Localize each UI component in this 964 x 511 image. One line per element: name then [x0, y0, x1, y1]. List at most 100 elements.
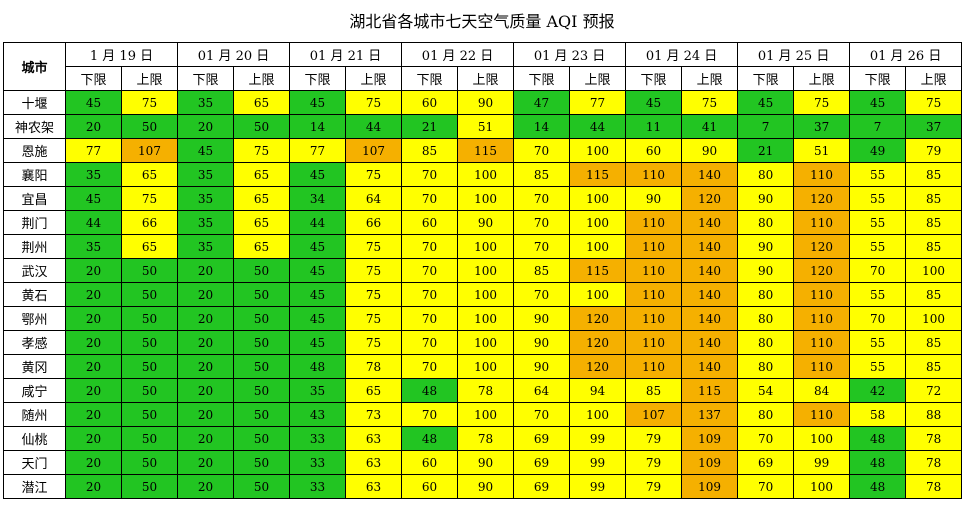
- aqi-upper-cell: 140: [681, 306, 739, 331]
- aqi-upper-cell: 78: [345, 354, 403, 379]
- aqi-lower-cell: 45: [289, 162, 347, 187]
- aqi-upper-cell: 66: [121, 210, 178, 235]
- aqi-lower-cell: 90: [513, 354, 571, 379]
- table-row: 随州 20 50 20 50 43 73 70 100 70 100 107 137 80 110 58 88: [3, 402, 963, 427]
- aqi-upper-cell: 99: [793, 450, 851, 475]
- aqi-upper-cell: 140: [681, 258, 739, 283]
- aqi-lower-cell: 110: [625, 354, 683, 379]
- aqi-lower-cell: 77: [65, 138, 122, 163]
- aqi-lower-cell: 45: [289, 306, 347, 331]
- aqi-lower-cell: 45: [65, 90, 122, 115]
- aqi-lower-cell: 70: [849, 258, 907, 283]
- aqi-lower-cell: 70: [513, 282, 571, 307]
- aqi-lower-cell: 34: [289, 186, 347, 211]
- aqi-lower-cell: 70: [513, 402, 571, 427]
- aqi-upper-cell: 90: [457, 90, 515, 115]
- aqi-upper-cell: 75: [793, 90, 851, 115]
- aqi-upper-cell: 90: [457, 474, 515, 499]
- aqi-lower-cell: 21: [401, 114, 459, 139]
- aqi-lower-cell: 80: [737, 210, 795, 235]
- lower-header: 下限: [513, 66, 571, 91]
- aqi-lower-cell: 48: [849, 474, 907, 499]
- aqi-upper-cell: 50: [232, 330, 291, 355]
- aqi-lower-cell: 110: [625, 210, 683, 235]
- aqi-lower-cell: 80: [737, 330, 795, 355]
- aqi-lower-cell: 55: [849, 186, 907, 211]
- lower-header: 下限: [737, 66, 795, 91]
- aqi-lower-cell: 110: [625, 306, 683, 331]
- aqi-upper-cell: 50: [121, 258, 178, 283]
- aqi-lower-cell: 55: [849, 282, 907, 307]
- aqi-upper-cell: 100: [569, 234, 627, 259]
- aqi-lower-cell: 45: [289, 258, 347, 283]
- city-cell: 仙桃: [3, 426, 66, 451]
- aqi-upper-cell: 50: [121, 450, 178, 475]
- aqi-upper-cell: 77: [569, 90, 627, 115]
- aqi-lower-cell: 35: [177, 210, 234, 235]
- aqi-lower-cell: 60: [401, 474, 459, 499]
- aqi-upper-cell: 100: [569, 210, 627, 235]
- aqi-upper-cell: 65: [232, 234, 291, 259]
- aqi-upper-cell: 50: [232, 426, 291, 451]
- aqi-lower-cell: 45: [737, 90, 795, 115]
- aqi-lower-cell: 110: [625, 234, 683, 259]
- aqi-lower-cell: 70: [401, 162, 459, 187]
- aqi-lower-cell: 45: [289, 330, 347, 355]
- aqi-lower-cell: 85: [625, 378, 683, 403]
- aqi-lower-cell: 55: [849, 162, 907, 187]
- page-title: 湖北省各城市七天空气质量 AQI 预报: [349, 12, 615, 31]
- aqi-upper-cell: 78: [905, 474, 963, 499]
- aqi-lower-cell: 69: [513, 426, 571, 451]
- table-row: 恩施 77 107 45 75 77 107 85 115 70 100 60 90 21 51 49 79: [3, 138, 963, 163]
- header-row-dates: 城市 1 月 19 日 01 月 20 日 01 月 21 日 01 月 22 …: [3, 42, 963, 91]
- aqi-lower-cell: 64: [513, 378, 571, 403]
- table-row: 襄阳 35 65 35 65 45 75 70 100 85 115 110 140 80 110 55 85: [3, 162, 963, 187]
- aqi-upper-cell: 110: [793, 162, 851, 187]
- city-cell: 荆门: [3, 210, 66, 235]
- aqi-lower-cell: 70: [401, 354, 459, 379]
- aqi-upper-cell: 63: [345, 426, 403, 451]
- aqi-upper-cell: 109: [681, 474, 739, 499]
- aqi-upper-cell: 110: [793, 402, 851, 427]
- table-row: 潜江 20 50 20 50 33 63 60 90 69 99 79 109 70 100 48 78: [3, 474, 963, 499]
- city-column-header: 城市: [3, 42, 66, 91]
- aqi-lower-cell: 55: [849, 330, 907, 355]
- aqi-lower-cell: 20: [65, 474, 122, 499]
- aqi-upper-cell: 140: [681, 210, 739, 235]
- upper-header: 上限: [681, 66, 739, 91]
- aqi-lower-cell: 79: [625, 474, 683, 499]
- aqi-lower-cell: 70: [401, 258, 459, 283]
- aqi-lower-cell: 48: [401, 426, 459, 451]
- aqi-upper-cell: 75: [345, 330, 403, 355]
- aqi-upper-cell: 120: [793, 258, 851, 283]
- aqi-lower-cell: 20: [65, 258, 122, 283]
- table-row: 荆门 44 66 35 65 44 66 60 90 70 100 110 140 80 110 55 85: [3, 210, 963, 235]
- aqi-upper-cell: 65: [232, 210, 291, 235]
- aqi-lower-cell: 85: [513, 162, 571, 187]
- city-cell: 鄂州: [3, 306, 66, 331]
- city-cell: 黄石: [3, 282, 66, 307]
- aqi-upper-cell: 99: [569, 426, 627, 451]
- aqi-lower-cell: 7: [849, 114, 907, 139]
- aqi-lower-cell: 20: [177, 378, 234, 403]
- table-row: 天门 20 50 20 50 33 63 60 90 69 99 79 109 69 99 48 78: [3, 450, 963, 475]
- city-cell: 黄冈: [3, 354, 66, 379]
- aqi-upper-cell: 100: [905, 306, 963, 331]
- aqi-upper-cell: 90: [457, 450, 515, 475]
- aqi-lower-cell: 45: [289, 282, 347, 307]
- aqi-lower-cell: 49: [849, 138, 907, 163]
- lower-header: 下限: [65, 66, 122, 91]
- lower-header: 下限: [177, 66, 234, 91]
- upper-header: 上限: [569, 66, 627, 91]
- lower-header: 下限: [289, 66, 347, 91]
- aqi-upper-cell: 85: [905, 330, 963, 355]
- table-row: 神农架 20 50 20 50 14 44 21 51 14 44 11 41 7 37 7 37: [3, 114, 963, 139]
- aqi-upper-cell: 107: [121, 138, 178, 163]
- aqi-upper-cell: 65: [232, 186, 291, 211]
- date-header: 01 月 24 日: [625, 42, 739, 67]
- aqi-forecast-table: 城市 1 月 19 日 01 月 20 日 01 月 21 日 01 月 22 …: [3, 42, 963, 499]
- aqi-lower-cell: 42: [849, 378, 907, 403]
- aqi-upper-cell: 140: [681, 234, 739, 259]
- aqi-upper-cell: 100: [457, 234, 515, 259]
- aqi-upper-cell: 140: [681, 162, 739, 187]
